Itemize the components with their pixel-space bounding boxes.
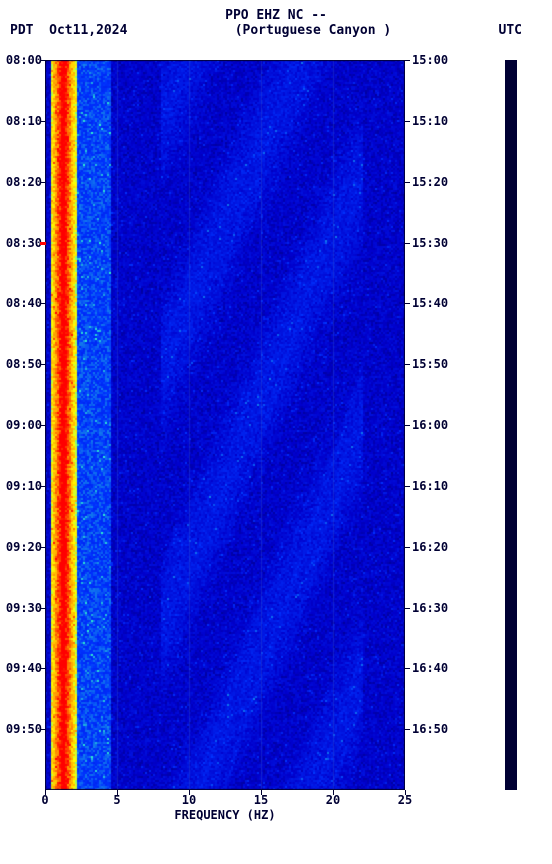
y-left-tick-label: 08:30 bbox=[6, 236, 42, 250]
x-tick-label: 5 bbox=[113, 793, 120, 807]
station-name: (Portuguese Canyon ) bbox=[235, 23, 392, 38]
y-left-tick-label: 08:10 bbox=[6, 114, 42, 128]
y-left-tick-label: 09:00 bbox=[6, 418, 42, 432]
y-left-tick-label: 08:40 bbox=[6, 296, 42, 310]
x-tick-label: 0 bbox=[41, 793, 48, 807]
y-right-tick-label: 16:40 bbox=[412, 661, 448, 675]
y-right-tick-label: 16:00 bbox=[412, 418, 448, 432]
x-tick-label: 15 bbox=[254, 793, 268, 807]
y-axis-right-labels: 15:0015:1015:2015:3015:4015:5016:0016:10… bbox=[410, 60, 460, 790]
x-tick-label: 10 bbox=[182, 793, 196, 807]
y-right-tick-label: 15:00 bbox=[412, 53, 448, 67]
x-tick-label: 20 bbox=[326, 793, 340, 807]
y-left-tick-label: 08:50 bbox=[6, 357, 42, 371]
y-right-tick-label: 15:10 bbox=[412, 114, 448, 128]
y-right-tick-label: 15:50 bbox=[412, 357, 448, 371]
y-right-tick-label: 15:30 bbox=[412, 236, 448, 250]
spectrogram-plot bbox=[45, 60, 405, 790]
y-right-tick-label: 16:50 bbox=[412, 722, 448, 736]
chart-title-line1: PPO EHZ NC -- bbox=[0, 0, 552, 23]
x-tick-label: 25 bbox=[398, 793, 412, 807]
x-axis-title: FREQUENCY (HZ) bbox=[45, 808, 405, 822]
y-right-tick-label: 16:20 bbox=[412, 540, 448, 554]
y-left-tick-label: 09:30 bbox=[6, 601, 42, 615]
y-axis-left-labels: 08:0008:1008:2008:3008:4008:5009:0009:10… bbox=[0, 60, 44, 790]
y-left-tick-label: 08:20 bbox=[6, 175, 42, 189]
y-right-tick-label: 15:40 bbox=[412, 296, 448, 310]
y-right-tick-label: 16:30 bbox=[412, 601, 448, 615]
tz-right: UTC bbox=[499, 23, 522, 38]
tz-left: PDT Oct11,2024 bbox=[10, 23, 127, 38]
y-left-tick-label: 09:20 bbox=[6, 540, 42, 554]
y-left-tick-label: 09:50 bbox=[6, 722, 42, 736]
y-left-tick-label: 08:00 bbox=[6, 53, 42, 67]
chart-header-row: PDT Oct11,2024 (Portuguese Canyon ) UTC bbox=[0, 23, 552, 38]
y-left-tick-label: 09:10 bbox=[6, 479, 42, 493]
time-marker bbox=[40, 242, 46, 245]
y-left-tick-label: 09:40 bbox=[6, 661, 42, 675]
colorbar bbox=[505, 60, 517, 790]
y-right-tick-label: 15:20 bbox=[412, 175, 448, 189]
spectrogram-canvas bbox=[45, 60, 405, 790]
y-right-tick-label: 16:10 bbox=[412, 479, 448, 493]
